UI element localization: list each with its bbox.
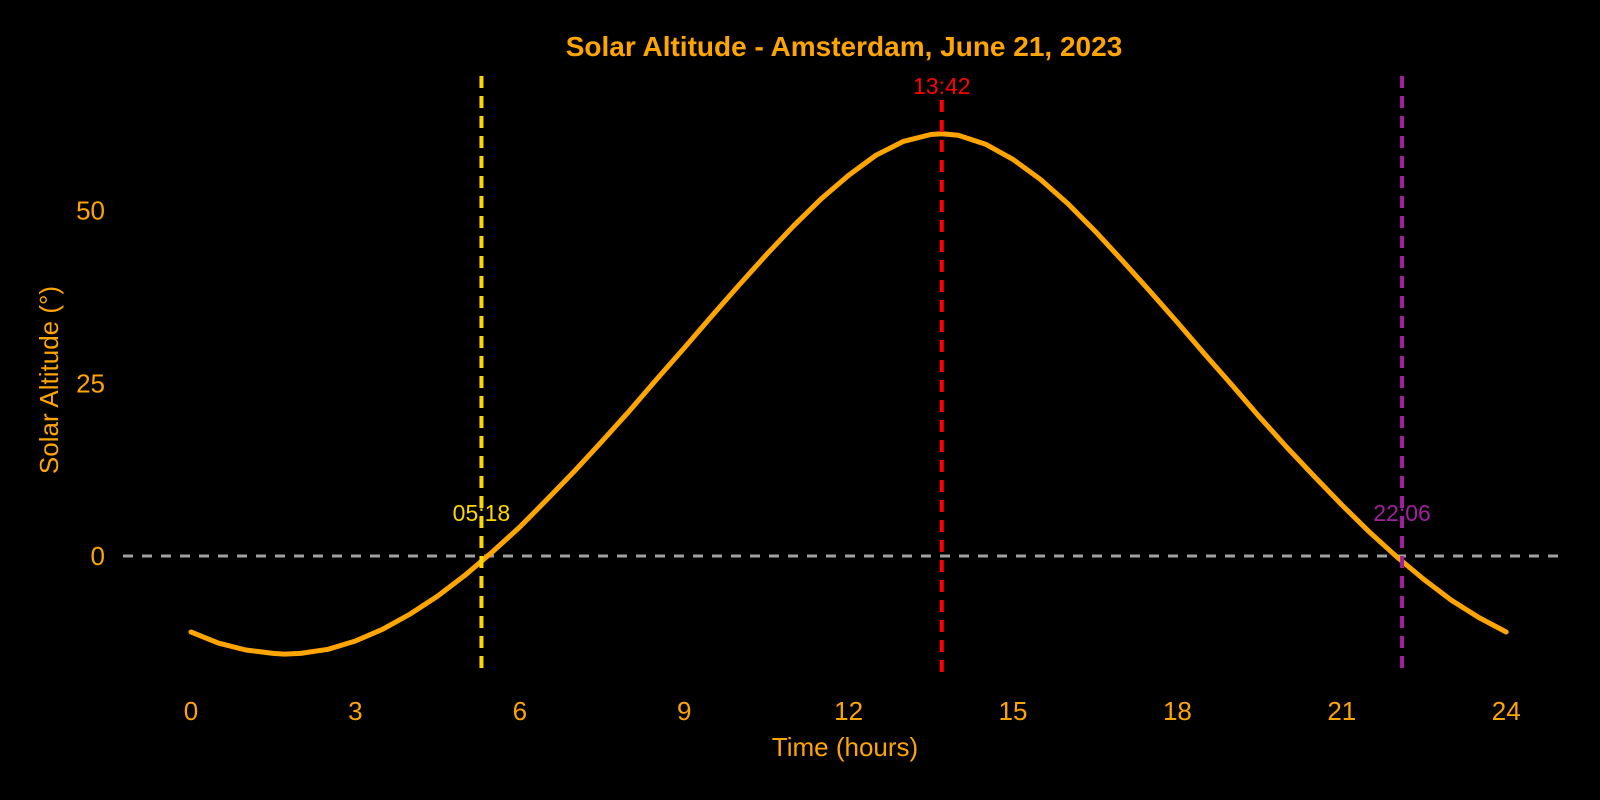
x-axis-label: Time (hours) <box>772 732 918 762</box>
x-tick-label: 6 <box>513 696 527 726</box>
x-tick-label: 0 <box>184 696 198 726</box>
y-tick-label: 0 <box>91 541 105 571</box>
solar-altitude-curve <box>188 131 1509 657</box>
x-tick-label: 9 <box>677 696 691 726</box>
x-tick-label: 18 <box>1163 696 1192 726</box>
x-tick-label: 15 <box>999 696 1028 726</box>
x-tick-label: 3 <box>348 696 362 726</box>
y-tick-labels: 0 25 50 <box>76 196 105 572</box>
x-tick-label: 21 <box>1327 696 1356 726</box>
x-tick-label: 24 <box>1492 696 1521 726</box>
chart-title: Solar Altitude - Amsterdam, June 21, 202… <box>566 31 1123 62</box>
y-tick-label: 25 <box>76 368 105 398</box>
sunrise-time-label: 05:18 <box>453 500 511 526</box>
x-tick-label: 12 <box>834 696 863 726</box>
sunset-time-label: 22:06 <box>1373 500 1431 526</box>
y-tick-label: 50 <box>76 196 105 226</box>
y-axis-label: Solar Altitude (°) <box>34 286 64 474</box>
x-tick-labels: 0 3 6 9 12 15 18 21 24 <box>184 696 1521 726</box>
solar-noon-time-label: 13:42 <box>913 73 971 99</box>
